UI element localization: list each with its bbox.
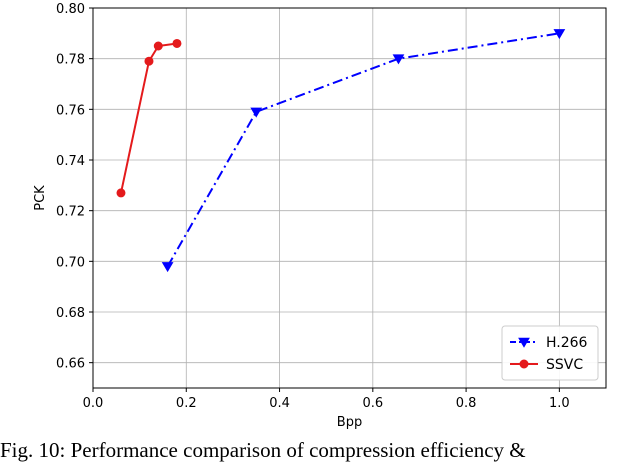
tick-group: 0.0 0.2 0.4 0.6 0.8 1.0 0.66 0.68 0.70 0.72 0.74 0.… [56,2,570,411]
x-tick-label: 0.0 [83,396,104,411]
data-point [161,262,174,273]
y-tick-label: 0.78 [56,53,85,68]
x-tick-label: 0.6 [362,396,383,411]
y-tick-label: 0.76 [56,103,85,118]
series-group [116,29,566,273]
y-tick-label: 0.68 [56,306,85,321]
x-tick-label: 0.8 [456,396,477,411]
y-tick-label: 0.80 [56,2,85,17]
x-axis-label: Bpp [337,415,362,430]
data-point [553,29,566,40]
x-tick-label: 0.4 [269,396,290,411]
series-line [120,42,178,194]
x-tick-label: 1.0 [549,396,570,411]
series-h-266 [161,29,566,273]
y-axis-label: PCK [33,185,48,211]
legend-label: H.266 [546,335,588,351]
series-ssvc [116,38,182,198]
data-point [144,56,154,66]
y-tick-label: 0.72 [56,205,85,220]
y-tick-label: 0.74 [56,154,85,169]
line-chart: 0.0 0.2 0.4 0.6 0.8 1.0 0.66 0.68 0.70 0.72 0.74 0.… [33,2,607,430]
data-point [172,38,182,48]
data-point [519,359,529,369]
plot-frame [92,7,607,389]
data-point [116,188,126,198]
legend: H.266 SSVC [501,325,599,381]
figure-caption: Fig. 10: Performance comparison of compr… [0,438,526,462]
data-point [250,107,263,118]
data-point [153,41,163,51]
x-tick-label: 0.2 [176,396,197,411]
legend-label: SSVC [546,357,583,373]
y-tick-label: 0.70 [56,255,85,270]
y-tick-label: 0.66 [56,357,85,372]
series-line [166,32,560,267]
data-point [518,337,530,348]
data-point [392,54,405,65]
